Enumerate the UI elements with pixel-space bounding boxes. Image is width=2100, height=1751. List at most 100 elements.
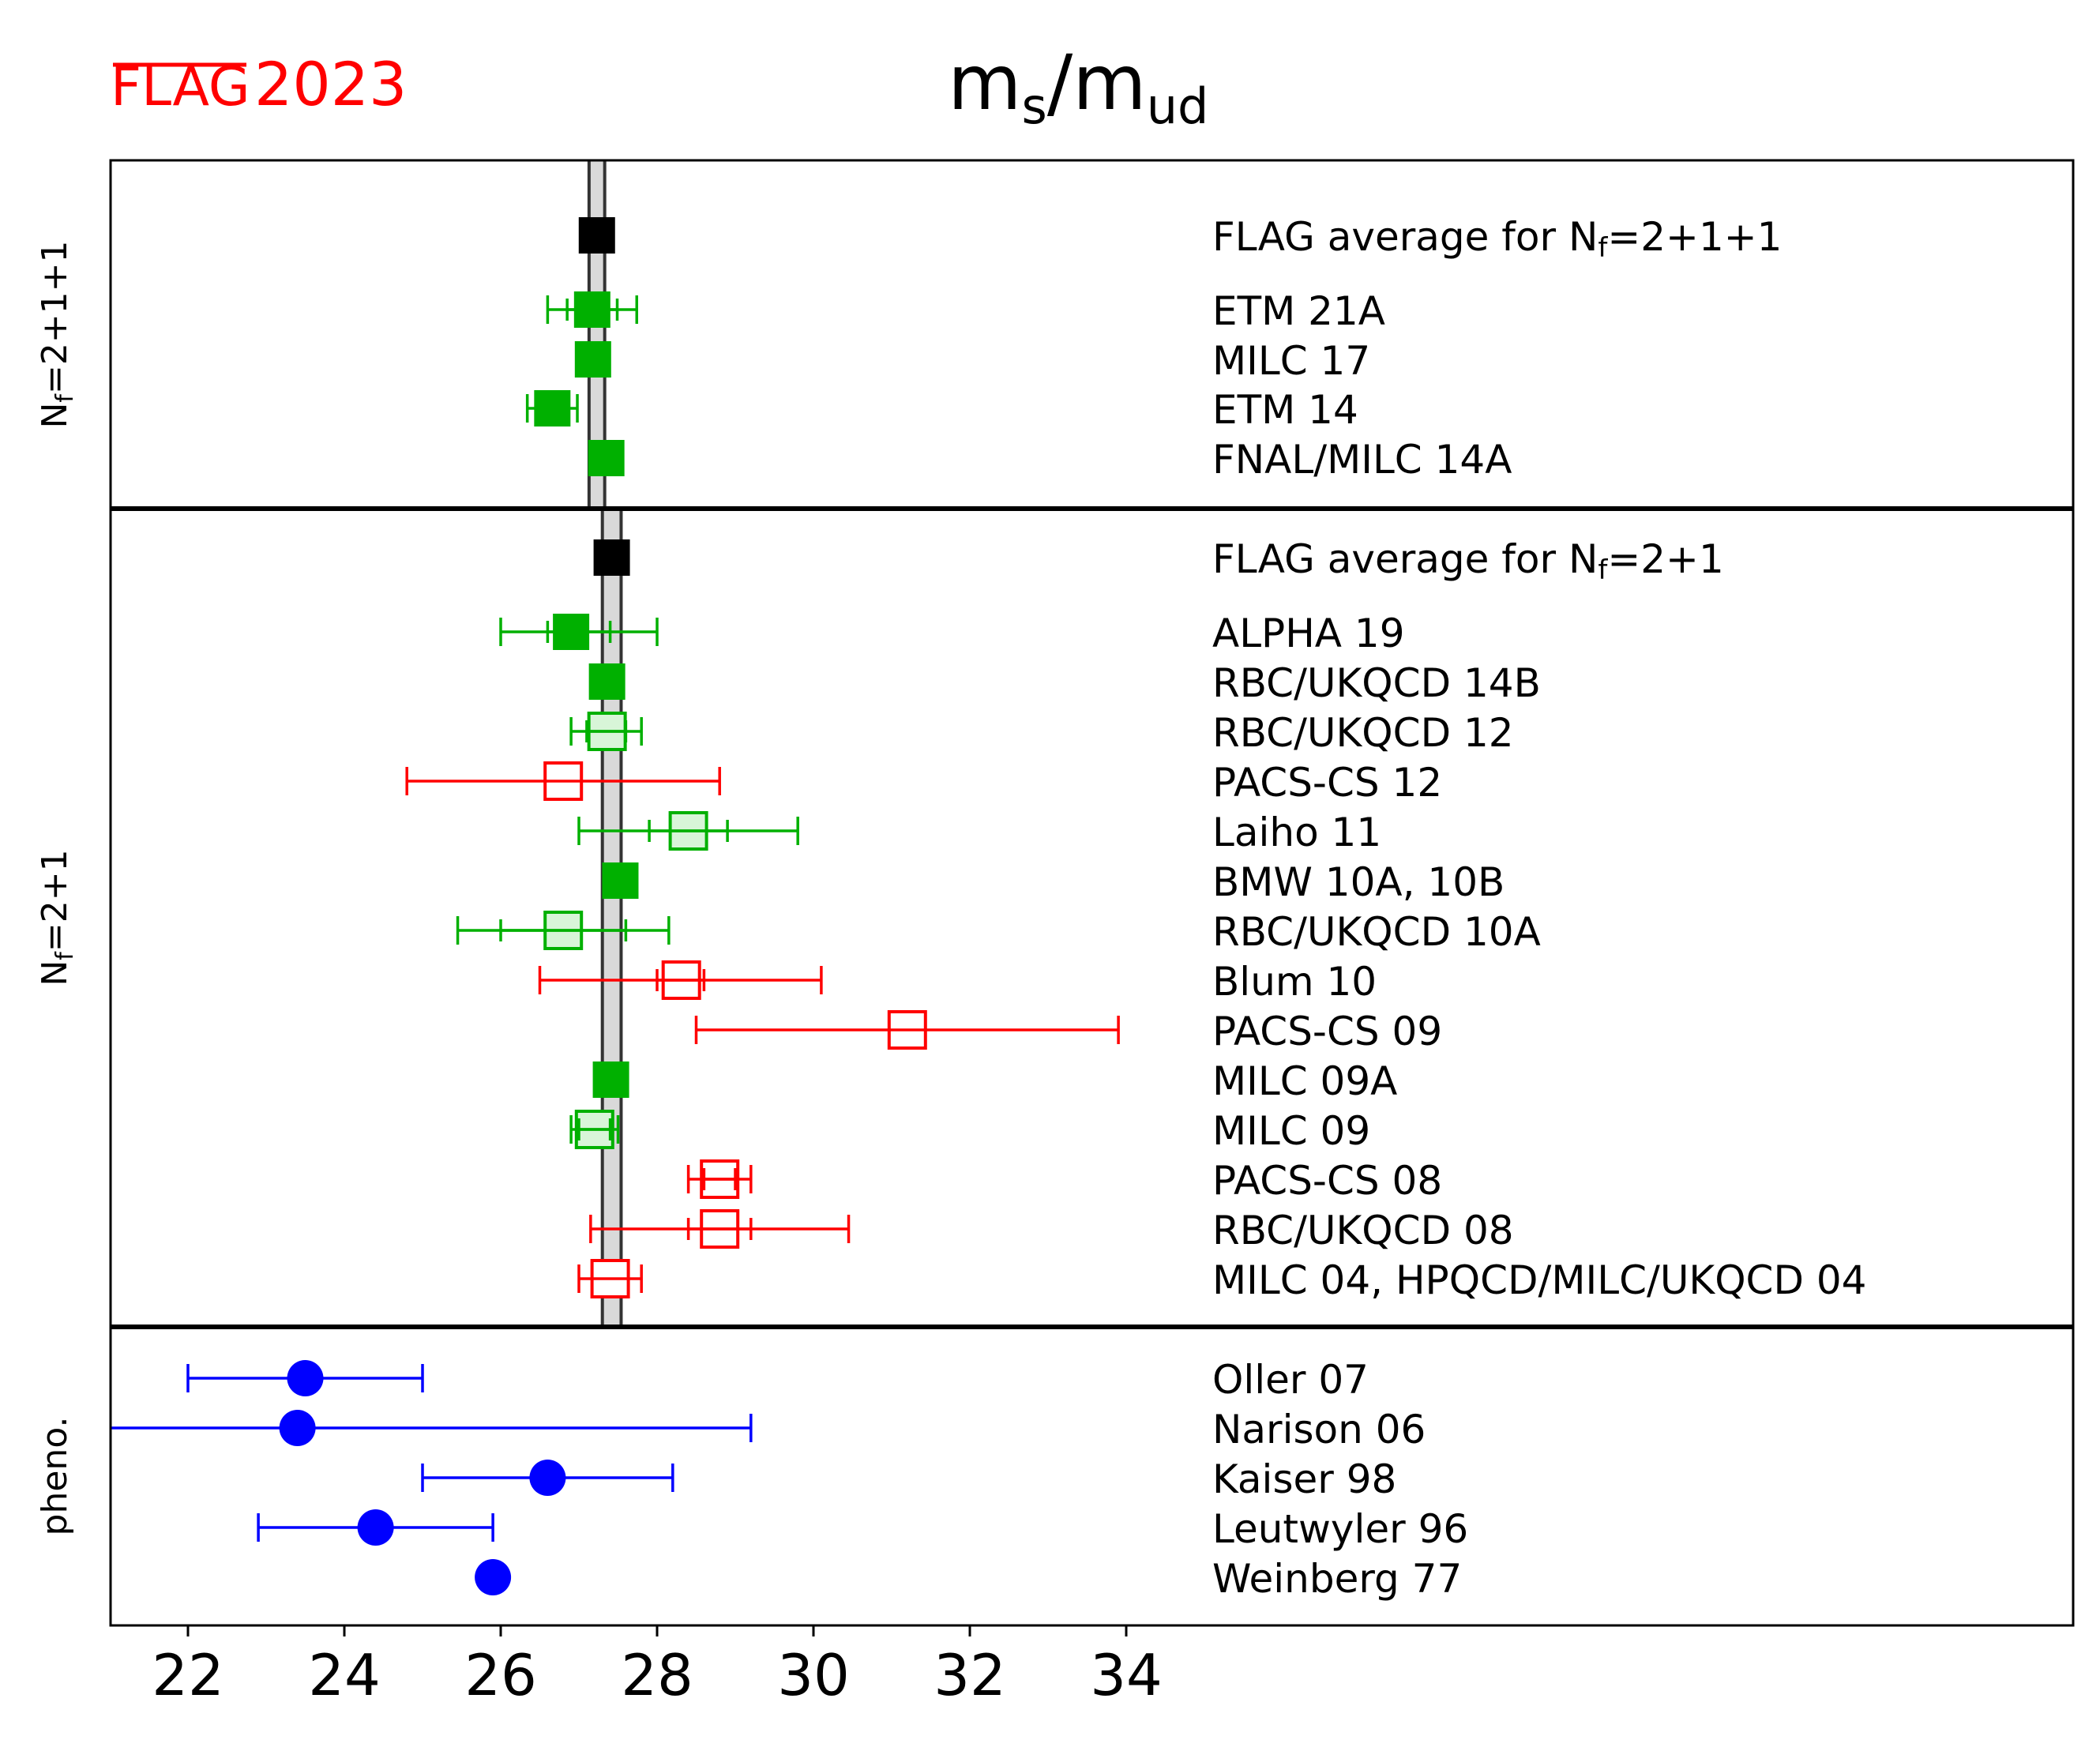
data-point (588, 663, 625, 700)
data-row: Leutwyler 96 (357, 1506, 1468, 1552)
row-label: RBC/UKQCD 08 (1212, 1208, 1514, 1253)
row-label: MILC 04, HPQCD/MILC/UKQCD 04 (1212, 1257, 1867, 1303)
row-label-text: MILC 09A (1212, 1058, 1397, 1104)
row-label: MILC 09A (1212, 1058, 1397, 1104)
panel-label: pheno. (35, 1417, 75, 1536)
row-label-text: Laiho 11 (1212, 810, 1381, 855)
panel-label-text: N (35, 960, 75, 986)
chart-title: ms/mud (948, 39, 1208, 135)
row-label: PACS-CS 08 (1212, 1158, 1442, 1204)
row-label: Blum 10 (1212, 959, 1377, 1005)
title-sub-s: s (1022, 77, 1047, 135)
data-row: ETM 21A (573, 288, 1385, 334)
row-label-text: PACS-CS 08 (1212, 1158, 1442, 1204)
row-label: Kaiser 98 (1212, 1456, 1396, 1502)
row-label-text: FLAG average for N (1212, 214, 1598, 260)
data-row: PACS-CS 12 (543, 760, 1442, 806)
data-row: MILC 09A (592, 1058, 1397, 1104)
panel-label-sub: f (51, 951, 79, 960)
data-point (602, 862, 639, 899)
row-label: MILC 09 (1212, 1108, 1370, 1154)
row-label: Narison 06 (1212, 1407, 1426, 1452)
row-label-text: PACS-CS 12 (1212, 760, 1442, 806)
data-row: MILC 17 (574, 338, 1370, 384)
panel-label-sub: f (51, 393, 79, 403)
row-label-rest: =2+1+1 (1607, 214, 1782, 260)
row-label-text: MILC 09 (1212, 1108, 1370, 1154)
title-m: m (948, 39, 1022, 127)
data-point (593, 539, 630, 576)
row-label: PACS-CS 12 (1212, 760, 1442, 806)
row-label-text: RBC/UKQCD 08 (1212, 1208, 1514, 1253)
row-label-text: Weinberg 77 (1212, 1556, 1462, 1602)
plot-frame (109, 159, 2075, 1627)
data-row: RBC/UKQCD 10A (543, 909, 1541, 955)
row-label: Laiho 11 (1212, 810, 1381, 855)
panel-label-rest: =2+1+1 (35, 240, 75, 394)
row-label: Leutwyler 96 (1212, 1506, 1468, 1552)
row-label: RBC/UKQCD 14B (1212, 660, 1541, 706)
stat-error-bar (686, 1218, 753, 1240)
stat-error-bar (648, 820, 729, 842)
data-row: FNAL/MILC 14A (588, 437, 1512, 483)
row-label: ETM 21A (1212, 288, 1385, 334)
flag-logo: FLAG 2023 (111, 49, 407, 119)
row-label-text: RBC/UKQCD 10A (1212, 909, 1541, 955)
data-row: PACS-CS 09 (887, 1009, 1442, 1054)
x-tick-label: 22 (152, 1642, 224, 1708)
row-label: RBC/UKQCD 12 (1212, 710, 1514, 756)
data-row: FLAG average for Nf=2+1 (593, 536, 1724, 586)
row-label-text: Leutwyler 96 (1212, 1506, 1468, 1552)
data-row: Weinberg 77 (475, 1556, 1462, 1602)
row-label-text: RBC/UKQCD 14B (1212, 660, 1541, 706)
data-row: MILC 04, HPQCD/MILC/UKQCD 04 (590, 1257, 1867, 1303)
data-row: BMW 10A, 10B (602, 859, 1505, 905)
row-label-text: BMW 10A, 10B (1212, 859, 1505, 905)
flag-logo-text: FLAG (111, 56, 250, 118)
x-tick-label: 28 (621, 1642, 693, 1708)
data-point (574, 341, 611, 378)
x-tick-label: 24 (308, 1642, 381, 1708)
row-label: RBC/UKQCD 10A (1212, 909, 1541, 955)
row-label-text: PACS-CS 09 (1212, 1009, 1442, 1054)
row-label: ETM 14 (1212, 387, 1358, 433)
row-label-rest: =2+1 (1607, 536, 1723, 582)
stat-error-bar (546, 621, 612, 643)
row-label-text: Narison 06 (1212, 1407, 1426, 1452)
row-label-sub: f (1598, 232, 1608, 264)
total-error-bar (421, 1464, 674, 1492)
data-row: RBC/UKQCD 12 (587, 710, 1514, 756)
row-label: FNAL/MILC 14A (1212, 437, 1512, 483)
data-row: ALPHA 19 (553, 611, 1405, 656)
row-label: FLAG average for Nf=2+1 (1212, 536, 1724, 586)
flag-logo-year: 2023 (254, 49, 407, 119)
data-row: MILC 09 (574, 1108, 1370, 1154)
row-label-text: FLAG average for N (1212, 536, 1598, 582)
stat-error-bar (702, 1168, 737, 1190)
data-row: RBC/UKQCD 08 (700, 1208, 1514, 1253)
data-row: Oller 07 (287, 1357, 1369, 1403)
panel-label-rest: =2+1 (35, 849, 75, 952)
row-label-text: MILC 17 (1212, 338, 1370, 384)
panel-label-text: pheno. (35, 1417, 75, 1536)
x-tick-label: 32 (934, 1642, 1006, 1708)
row-label: BMW 10A, 10B (1212, 859, 1505, 905)
data-row: Kaiser 98 (529, 1456, 1396, 1502)
total-error-bar (577, 1264, 643, 1293)
data-point (578, 217, 615, 254)
stat-error-bar (535, 397, 569, 419)
stat-error-bar (656, 969, 706, 991)
row-label-text: MILC 04, HPQCD/MILC/UKQCD 04 (1212, 1257, 1867, 1303)
stat-error-bar (585, 720, 628, 742)
stat-error-bar (499, 919, 628, 941)
row-label: MILC 17 (1212, 338, 1370, 384)
panel-label-text: N (35, 403, 75, 429)
row-label: PACS-CS 09 (1212, 1009, 1442, 1054)
row-label-text: RBC/UKQCD 12 (1212, 710, 1514, 756)
row-label: FLAG average for Nf=2+1+1 (1212, 214, 1782, 264)
total-error-bar (694, 1016, 1120, 1044)
data-row: Narison 06 (279, 1407, 1426, 1452)
total-error-bar (257, 1513, 494, 1542)
